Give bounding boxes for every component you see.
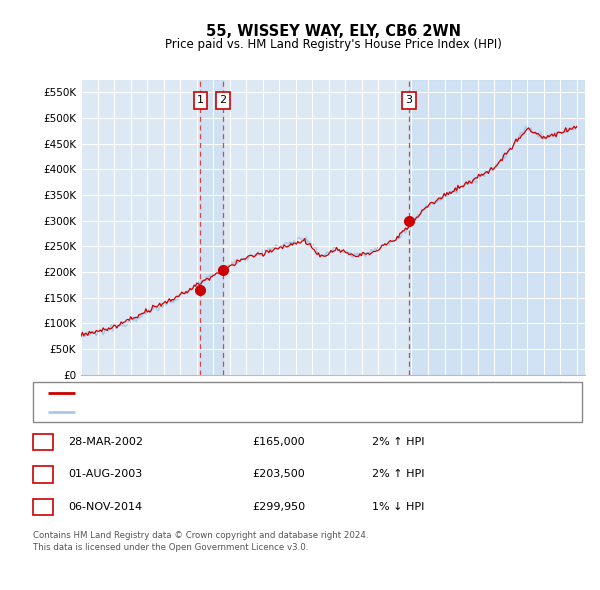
Text: 2: 2 [40, 470, 46, 479]
Text: 2: 2 [219, 96, 226, 105]
Text: 2% ↑ HPI: 2% ↑ HPI [372, 470, 425, 479]
Text: 01-AUG-2003: 01-AUG-2003 [68, 470, 142, 479]
Text: 1% ↓ HPI: 1% ↓ HPI [372, 502, 424, 512]
Text: 2% ↑ HPI: 2% ↑ HPI [372, 437, 425, 447]
Text: 3: 3 [406, 96, 413, 105]
Bar [200, 80, 223, 375]
Text: 55, WISSEY WAY, ELY, CB6 2WN (detached house): 55, WISSEY WAY, ELY, CB6 2WN (detached h… [84, 388, 343, 398]
Text: 3: 3 [40, 502, 46, 512]
Text: £299,950: £299,950 [252, 502, 305, 512]
Text: 28-MAR-2002: 28-MAR-2002 [68, 437, 143, 447]
Text: £165,000: £165,000 [252, 437, 305, 447]
Text: 55, WISSEY WAY, ELY, CB6 2WN: 55, WISSEY WAY, ELY, CB6 2WN [206, 24, 461, 38]
Text: 1: 1 [197, 96, 204, 105]
Text: £203,500: £203,500 [252, 470, 305, 479]
Text: 1: 1 [40, 437, 46, 447]
Text: HPI: Average price, detached house, East Cambridgeshire: HPI: Average price, detached house, East… [84, 407, 386, 417]
Text: Contains HM Land Registry data © Crown copyright and database right 2024.
This d: Contains HM Land Registry data © Crown c… [33, 531, 368, 552]
Text: Price paid vs. HM Land Registry's House Price Index (HPI): Price paid vs. HM Land Registry's House … [164, 38, 502, 51]
Bar [409, 80, 585, 375]
Text: 06-NOV-2014: 06-NOV-2014 [68, 502, 142, 512]
